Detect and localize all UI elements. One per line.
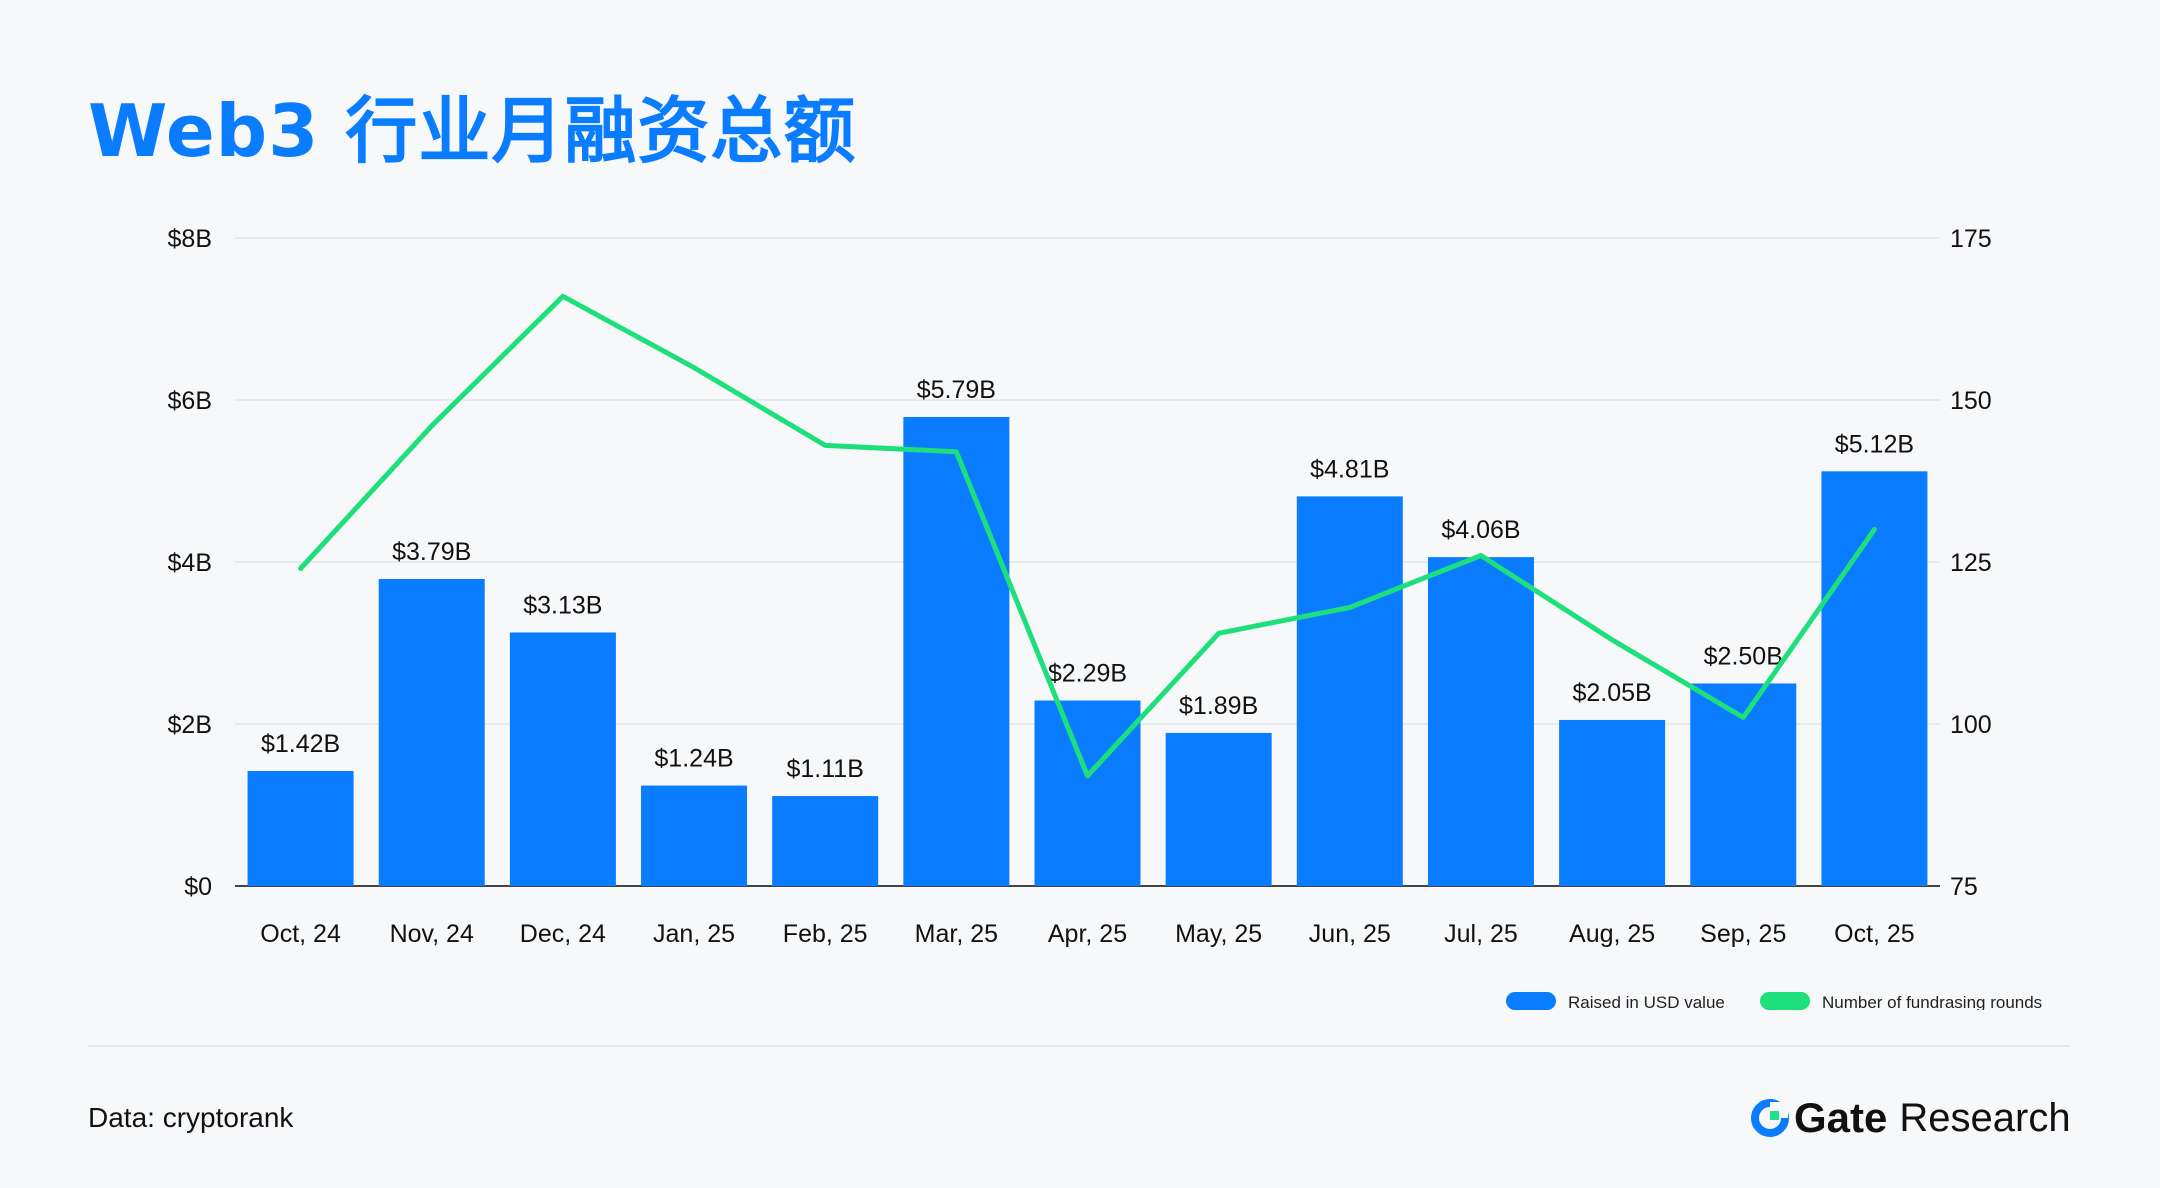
bar-value-label: $1.89B [1179, 692, 1258, 720]
x-tick-label: Jan, 25 [653, 920, 735, 948]
x-tick-label: Oct, 24 [260, 920, 341, 948]
rounds-line [298, 293, 1877, 779]
chart: $0 $2B $4B $6B $8B 75 100 125 150 175 $1.42B $3.7… [168, 225, 2042, 1010]
bar [641, 785, 748, 886]
x-tick-label: Mar, 25 [915, 920, 998, 948]
x-tick-label: Aug, 25 [1569, 920, 1655, 948]
data-source: Data: cryptorank [88, 1102, 294, 1133]
bar-value-label: $5.79B [917, 376, 996, 404]
bar-value-label: $2.05B [1572, 679, 1651, 707]
bar-value-label: $1.42B [261, 730, 340, 758]
brand-subtitle: Research [1899, 1095, 2071, 1140]
bar [772, 796, 879, 886]
x-tick-label: Dec, 24 [520, 920, 606, 948]
x-tick-label: Jul, 25 [1444, 920, 1518, 948]
bar-value-label: $3.13B [523, 591, 602, 619]
bar-value-label: $1.11B [786, 755, 863, 783]
legend-swatch-line [1760, 992, 1810, 1010]
x-tick-label: Apr, 25 [1048, 920, 1127, 948]
x-tick-label: May, 25 [1175, 920, 1262, 948]
divider [88, 1045, 2070, 1047]
bar-value-label: $4.81B [1310, 455, 1389, 483]
bar [509, 632, 616, 886]
bar [1034, 700, 1141, 886]
legend-label-bar: Raised in USD value [1568, 993, 1725, 1010]
bars [247, 417, 1928, 886]
y-tick-left: $0 [184, 873, 212, 901]
y-axis-left: $0 $2B $4B $6B $8B [168, 225, 212, 901]
x-axis: Oct, 24 Nov, 24 Dec, 24 Jan, 25 Feb, 25 Mar, … [260, 920, 1914, 948]
bar [247, 770, 354, 886]
x-tick-label: Oct, 25 [1834, 920, 1915, 948]
bar-value-label: $4.06B [1441, 516, 1520, 544]
x-tick-label: Feb, 25 [783, 920, 868, 948]
bar-value-label: $1.24B [654, 745, 733, 773]
brand-name: Gate [1794, 1094, 1888, 1141]
bar [1296, 496, 1403, 886]
x-tick-label: Nov, 24 [390, 920, 474, 948]
y-tick-right: 125 [1950, 549, 1992, 577]
bar [1165, 732, 1272, 886]
y-tick-left: $4B [168, 549, 212, 577]
bar [903, 417, 1010, 886]
legend-label-line: Number of fundrasing rounds [1822, 993, 2042, 1010]
y-tick-right: 150 [1950, 387, 1992, 415]
bar-value-label: $5.12B [1835, 430, 1914, 458]
bar [378, 579, 485, 886]
x-tick-label: Jun, 25 [1309, 920, 1391, 948]
y-tick-left: $8B [168, 225, 212, 253]
bar [1821, 471, 1928, 886]
y-axis-right: 75 100 125 150 175 [1950, 225, 1992, 901]
page-title: Web3 行业月融资总额 [88, 89, 857, 173]
bar [1427, 557, 1534, 886]
bar-value-label: $2.29B [1048, 660, 1127, 688]
legend-swatch-bar [1506, 992, 1556, 1010]
legend: Raised in USD value Number of fundrasing … [1506, 992, 2042, 1010]
y-tick-right: 75 [1950, 873, 1978, 901]
y-tick-left: $2B [168, 711, 212, 739]
x-tick-label: Sep, 25 [1700, 920, 1786, 948]
bar-value-label: $2.50B [1704, 643, 1783, 671]
brand-logo: Gate Research [1750, 1094, 2071, 1142]
bar [1559, 719, 1666, 886]
line-series [298, 293, 1877, 779]
y-tick-left: $6B [168, 387, 212, 415]
y-tick-right: 100 [1950, 711, 1992, 739]
gate-logo-icon [1751, 1099, 1789, 1137]
y-tick-right: 175 [1950, 225, 1992, 253]
bar-value-label: $3.79B [392, 538, 471, 566]
bar-labels: $1.42B $3.79B $3.13B $1.24B $1.11B $5.79B $2.2… [261, 376, 1914, 783]
